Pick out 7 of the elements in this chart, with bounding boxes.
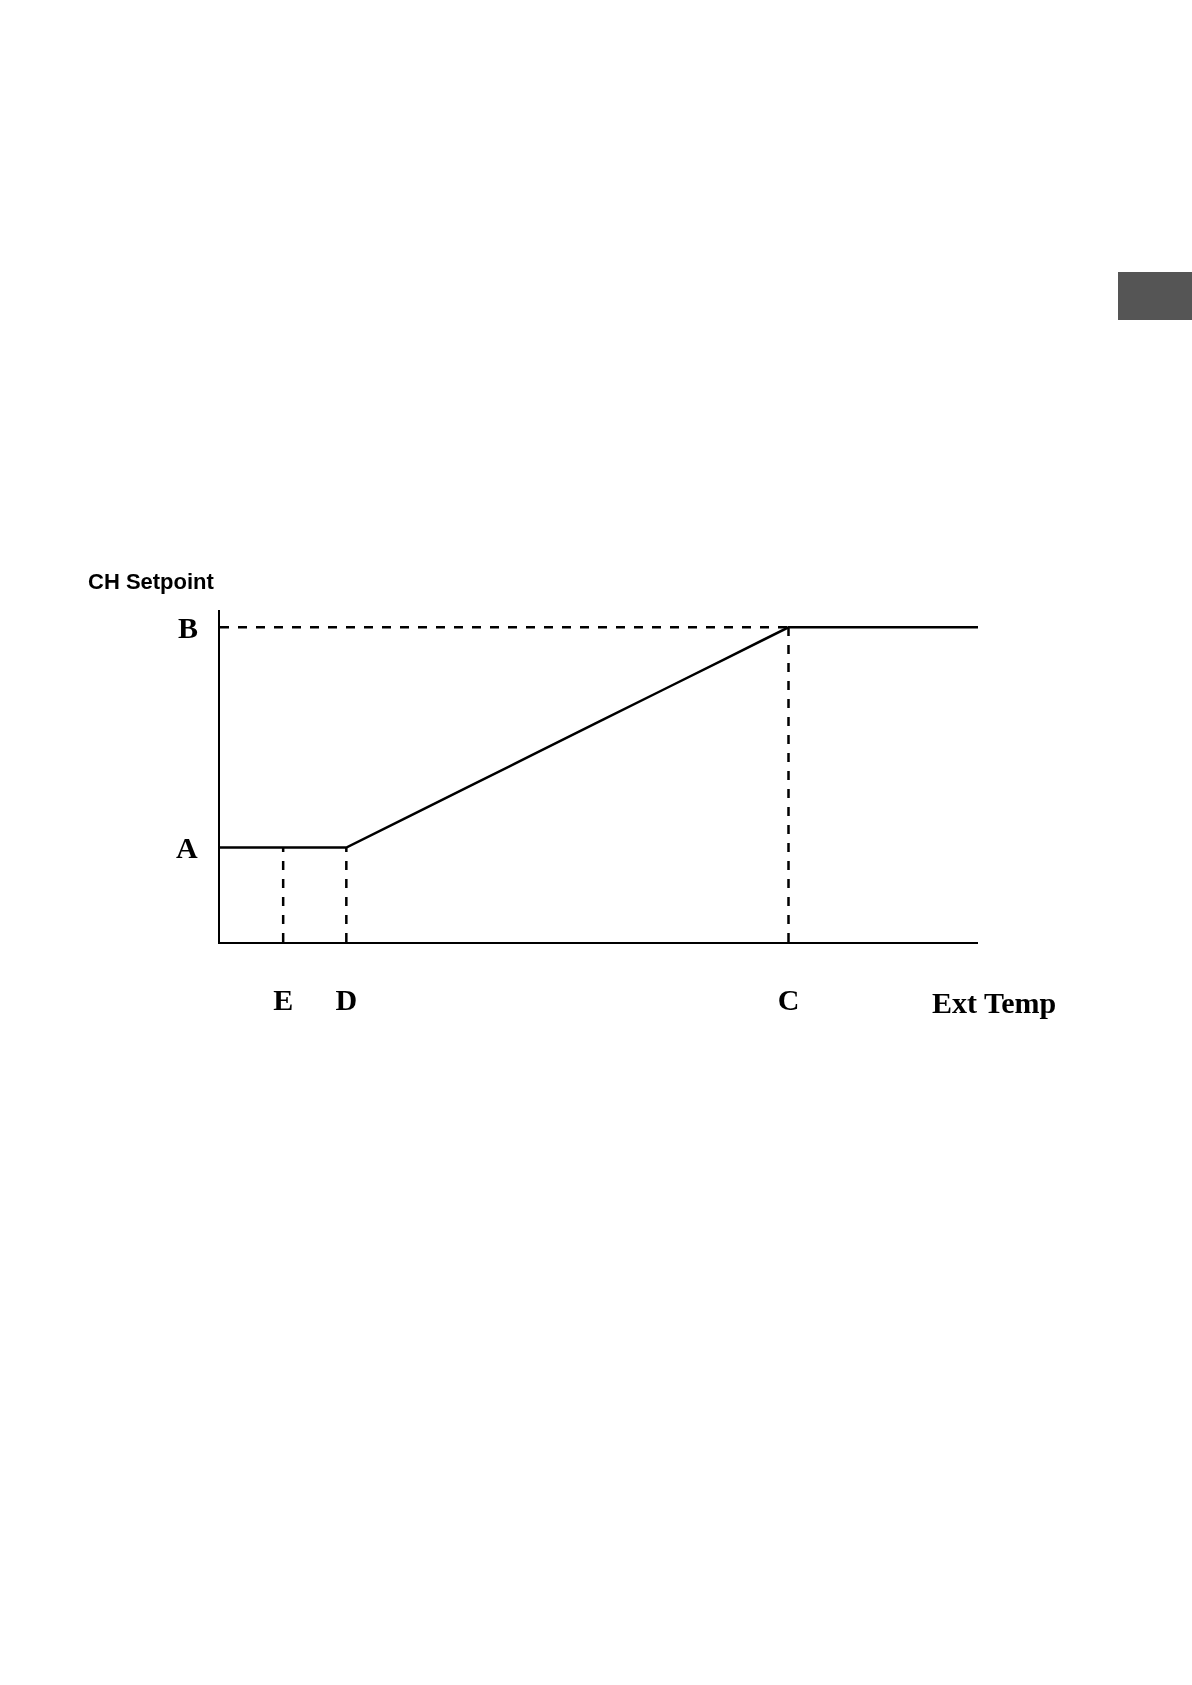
y-axis-title: CH Setpoint — [88, 569, 215, 594]
x-tick-label: C — [777, 983, 800, 1016]
x-axis-title: Ext Temp — [932, 986, 1057, 1019]
x-tick-label: D — [335, 983, 358, 1016]
x-tick-label: E — [273, 983, 294, 1016]
text: A — [176, 831, 198, 864]
text: B — [178, 611, 199, 644]
